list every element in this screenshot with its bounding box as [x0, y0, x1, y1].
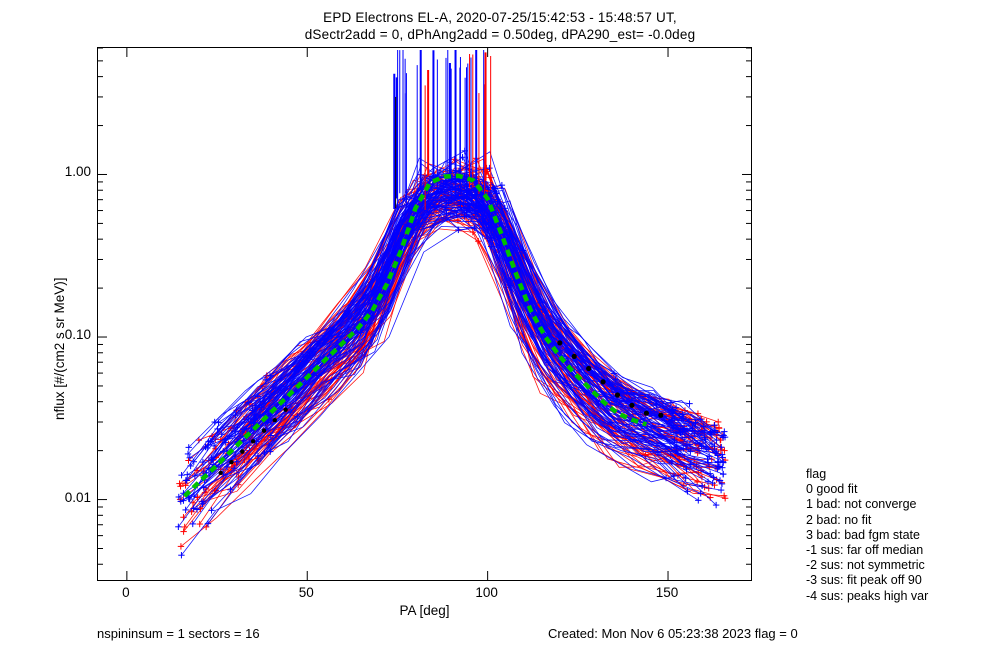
x-tick-0: 0 [122, 585, 130, 600]
legend-item-1: 1 bad: not converge [806, 497, 917, 512]
y-tick-0.10: 0.10 [64, 327, 91, 343]
x-tick-100: 100 [475, 585, 498, 600]
legend-title: flag [806, 467, 827, 481]
y-tick-1.00: 1.00 [64, 164, 91, 180]
chart-plot-area [97, 47, 752, 581]
legend-item-2: 2 bad: no fit [806, 512, 872, 527]
legend-item-7: -4 sus: peaks high var [806, 588, 929, 603]
legend-item-0: 0 good fit [806, 482, 858, 497]
footer-left-text: nspininsum = 1 sectors = 16 [97, 626, 260, 641]
chart-title-line2: dSectr2add = 0, dPhAng2add = 0.50deg, dP… [304, 27, 696, 42]
x-tick-150: 150 [655, 585, 679, 600]
legend-item-6: -3 sus: fit peak off 90 [806, 573, 922, 588]
legend-item-4: -1 sus: far off median [806, 542, 924, 557]
y-axis-label: nflux [#/(cm2 s sr MeV)] [52, 277, 67, 420]
flag-legend: flag 0 good fit 1 bad: not converge 2 ba… [806, 467, 928, 604]
legend-item-5: -2 sus: not symmetric [806, 558, 925, 573]
chart-title-line1: EPD Electrons EL-A, 2020-07-25/15:42:53 … [323, 10, 677, 25]
legend-item-3: 3 bad: bad fgm state [806, 527, 920, 542]
y-tick-0.01: 0.01 [64, 489, 91, 505]
chart-canvas [98, 48, 751, 580]
footer-right-text: Created: Mon Nov 6 05:23:38 2023 flag = … [548, 626, 798, 641]
x-tick-50: 50 [298, 585, 314, 600]
x-axis-label: PA [deg] [399, 603, 450, 618]
